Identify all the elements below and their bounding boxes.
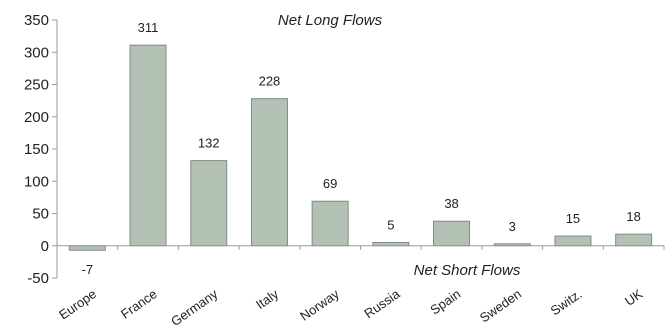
y-tick-label: 0 bbox=[41, 238, 49, 255]
data-label: 3 bbox=[509, 219, 516, 234]
y-tick-label: 50 bbox=[32, 206, 49, 223]
data-label: 311 bbox=[138, 20, 159, 35]
data-label: 228 bbox=[259, 74, 281, 89]
annotation-net-long-flows: Net Long Flows bbox=[278, 12, 383, 29]
data-label: 69 bbox=[323, 176, 337, 191]
x-tick-label: Norway bbox=[297, 286, 342, 324]
x-axis: Europe France Germany Italy Norway Russia Spai… bbox=[56, 245, 665, 329]
y-tick-label: 100 bbox=[24, 173, 49, 190]
data-label: 132 bbox=[198, 136, 220, 151]
data-label: 5 bbox=[387, 218, 394, 233]
data-labels: -7 311 132 228 69 5 38 3 15 18 bbox=[82, 20, 641, 277]
bar-europe bbox=[68, 245, 106, 251]
data-label: 18 bbox=[626, 209, 640, 224]
data-label: 15 bbox=[566, 211, 580, 226]
x-tick-label: Germany bbox=[168, 286, 221, 329]
y-tick-label: 250 bbox=[24, 77, 49, 94]
x-tick-label: Russia bbox=[361, 286, 403, 322]
y-tick-label: 350 bbox=[24, 12, 49, 29]
bar-spain bbox=[433, 220, 471, 247]
x-tick-label: Switz. bbox=[548, 286, 585, 318]
y-axis: -50 0 50 100 150 200 250 300 350 bbox=[24, 12, 58, 287]
x-tick-label: Spain bbox=[427, 286, 463, 317]
bar-uk bbox=[615, 233, 653, 247]
data-label: -7 bbox=[82, 262, 94, 277]
data-label: 38 bbox=[444, 196, 458, 211]
x-tick-label: Italy bbox=[253, 286, 282, 312]
bar-norway bbox=[311, 200, 349, 247]
annotation-net-short-flows: Net Short Flows bbox=[414, 262, 521, 279]
bars bbox=[68, 44, 653, 251]
y-tick-label: 150 bbox=[24, 141, 49, 158]
bar-france bbox=[129, 44, 167, 247]
y-tick-label: -50 bbox=[27, 270, 49, 287]
y-tick-label: 200 bbox=[24, 109, 49, 126]
y-tick-label: 300 bbox=[24, 44, 49, 61]
x-tick-label: UK bbox=[622, 286, 646, 309]
x-tick-label: France bbox=[118, 286, 160, 321]
bar-italy bbox=[250, 98, 288, 247]
x-tick-label: Europe bbox=[56, 286, 99, 322]
x-tick-label: Sweden bbox=[477, 286, 524, 325]
bar-germany bbox=[190, 160, 228, 247]
bar-switz bbox=[554, 235, 592, 247]
